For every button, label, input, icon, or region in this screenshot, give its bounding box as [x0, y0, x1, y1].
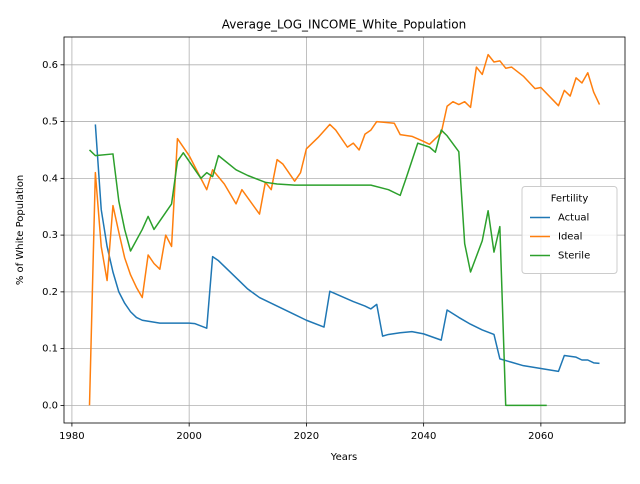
legend-title: Fertility — [551, 194, 589, 205]
y-axis-label: % of White Population — [15, 175, 26, 285]
legend-label: Sterile — [558, 251, 590, 262]
plot-frame — [63, 36, 626, 424]
y-tick-label: 0.2 — [42, 287, 58, 298]
line-series — [88, 129, 547, 407]
x-axis-label: Years — [330, 452, 357, 463]
y-tick-label: 0.0 — [42, 400, 58, 411]
y-tick-label: 0.5 — [42, 117, 58, 128]
legend-label: Actual — [558, 213, 589, 224]
legend-box — [521, 186, 618, 274]
x-tick-label: 2000 — [176, 431, 201, 442]
chart-title: Average_LOG_INCOME_White_Population — [222, 18, 467, 32]
y-tick-label: 0.3 — [42, 230, 58, 241]
legend-label: Ideal — [558, 232, 582, 243]
y-tick-label: 0.1 — [42, 344, 58, 355]
line-series — [88, 53, 601, 406]
line-series — [94, 124, 600, 373]
y-tick-label: 0.6 — [42, 60, 58, 71]
x-tick-label: 2020 — [294, 431, 319, 442]
x-tick-label: 2040 — [411, 431, 436, 442]
x-tick-label: 2060 — [528, 431, 553, 442]
x-tick-label: 1980 — [59, 431, 84, 442]
y-tick-label: 0.4 — [42, 173, 58, 184]
